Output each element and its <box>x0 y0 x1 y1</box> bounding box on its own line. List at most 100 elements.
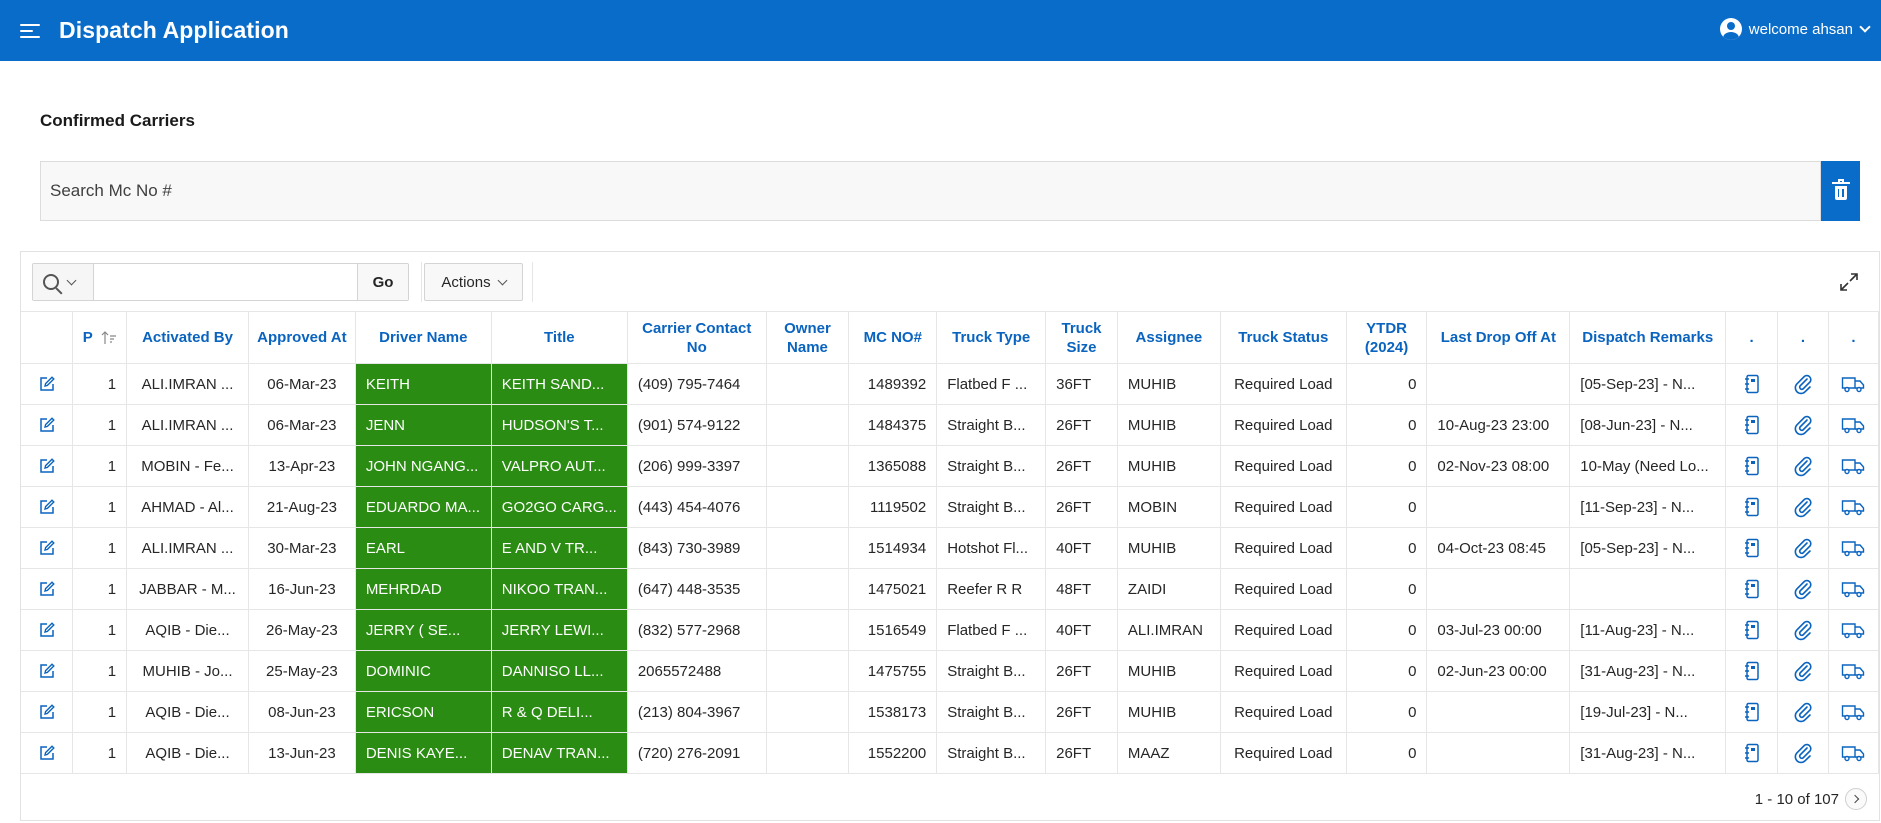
paperclip-icon[interactable] <box>1793 742 1813 764</box>
paperclip-icon[interactable] <box>1793 537 1813 559</box>
cell-dispatch-remarks: [05-Sep-23] - N... <box>1569 363 1727 405</box>
column-header-truck-size[interactable]: Truck Size <box>1045 311 1118 364</box>
edit-icon[interactable] <box>38 375 56 393</box>
cell-title[interactable]: NIKOO TRAN... <box>490 568 628 610</box>
truck-icon[interactable] <box>1841 580 1865 598</box>
notebook-icon[interactable] <box>1744 415 1760 435</box>
go-button[interactable]: Go <box>357 264 408 300</box>
cell-title[interactable]: VALPRO AUT... <box>490 445 628 487</box>
paperclip-icon[interactable] <box>1793 578 1813 600</box>
search-column-selector[interactable] <box>33 264 94 300</box>
cell-title[interactable]: HUDSON'S T... <box>490 404 628 446</box>
truck-icon[interactable] <box>1841 416 1865 434</box>
cell-title[interactable]: R & Q DELI... <box>490 691 628 733</box>
edit-icon[interactable] <box>38 416 56 434</box>
cell-truck-size: 26FT <box>1045 691 1118 733</box>
user-menu[interactable]: welcome ahsan <box>1719 18 1871 40</box>
edit-icon[interactable] <box>38 498 56 516</box>
cell-driver-name[interactable]: KEITH <box>354 363 492 405</box>
paperclip-icon[interactable] <box>1793 660 1813 682</box>
notebook-icon[interactable] <box>1744 538 1760 558</box>
expand-icon[interactable] <box>1837 270 1861 294</box>
next-page-button[interactable] <box>1845 788 1867 810</box>
paperclip-icon[interactable] <box>1793 414 1813 436</box>
column-header-ytdr[interactable]: YTDR (2024) <box>1345 311 1428 364</box>
truck-icon[interactable] <box>1841 457 1865 475</box>
cell-truck-size: 26FT <box>1045 404 1118 446</box>
paperclip-icon[interactable] <box>1793 619 1813 641</box>
notebook-icon[interactable] <box>1744 743 1760 763</box>
cell-title[interactable]: KEITH SAND... <box>490 363 628 405</box>
cell-ytdr: 0 <box>1345 445 1428 487</box>
column-header-assignee[interactable]: Assignee <box>1116 311 1221 364</box>
paperclip-icon[interactable] <box>1793 373 1813 395</box>
truck-icon[interactable] <box>1841 375 1865 393</box>
notebook-icon[interactable] <box>1744 620 1760 640</box>
notebook-icon[interactable] <box>1744 374 1760 394</box>
column-header-activated-by[interactable]: Activated By <box>126 311 249 364</box>
cell-driver-name[interactable]: ERICSON <box>354 691 492 733</box>
truck-icon[interactable] <box>1841 498 1865 516</box>
column-header-mc-no[interactable]: MC NO# <box>848 311 938 364</box>
cell-title[interactable]: DANNISO LL... <box>490 650 628 692</box>
truck-cell <box>1827 445 1880 487</box>
cell-driver-name[interactable]: MEHRDAD <box>354 568 492 610</box>
notebook-icon[interactable] <box>1744 661 1760 681</box>
cell-assignee: MUHIB <box>1116 650 1221 692</box>
truck-cell <box>1827 363 1880 405</box>
edit-icon[interactable] <box>38 580 56 598</box>
paperclip-icon[interactable] <box>1793 455 1813 477</box>
edit-icon[interactable] <box>38 703 56 721</box>
column-header-truck-status[interactable]: Truck Status <box>1219 311 1347 364</box>
column-header-title[interactable]: Title <box>490 311 628 364</box>
edit-icon[interactable] <box>38 662 56 680</box>
column-header-last-drop-off[interactable]: Last Drop Off At <box>1426 311 1571 364</box>
edit-icon[interactable] <box>38 621 56 639</box>
column-header-dot[interactable]: . <box>1777 311 1829 364</box>
truck-icon[interactable] <box>1841 703 1865 721</box>
actions-menu-button[interactable]: Actions <box>424 263 523 301</box>
truck-icon[interactable] <box>1841 539 1865 557</box>
cell-title[interactable]: E AND V TR... <box>490 527 628 569</box>
clear-search-button[interactable] <box>1821 161 1860 221</box>
notebook-icon[interactable] <box>1744 702 1760 722</box>
app-title[interactable]: Dispatch Application <box>59 17 289 43</box>
truck-icon[interactable] <box>1841 662 1865 680</box>
cell-ytdr: 0 <box>1345 486 1428 528</box>
notebook-icon[interactable] <box>1744 456 1760 476</box>
edit-icon[interactable] <box>38 457 56 475</box>
truck-icon[interactable] <box>1841 744 1865 762</box>
paperclip-icon[interactable] <box>1793 701 1813 723</box>
cell-driver-name[interactable]: EARL <box>354 527 492 569</box>
cell-driver-name[interactable]: EDUARDO MA... <box>354 486 492 528</box>
edit-icon[interactable] <box>38 744 56 762</box>
column-header-p[interactable]: P <box>72 311 128 364</box>
cell-last-drop-off: 04-Oct-23 08:45 <box>1426 527 1571 569</box>
cell-title[interactable]: DENAV TRAN... <box>490 732 628 774</box>
cell-title[interactable]: GO2GO CARG... <box>490 486 628 528</box>
column-header-driver-name[interactable]: Driver Name <box>354 311 492 364</box>
notebook-icon[interactable] <box>1744 579 1760 599</box>
notebook-icon[interactable] <box>1744 497 1760 517</box>
cell-driver-name[interactable]: JERRY ( SE... <box>354 609 492 651</box>
notebook-cell <box>1725 404 1779 446</box>
cell-driver-name[interactable]: DOMINIC <box>354 650 492 692</box>
report-search-input[interactable] <box>94 264 357 300</box>
column-header-approved-at[interactable]: Approved At <box>247 311 356 364</box>
column-header-carrier-contact[interactable]: Carrier Contact No <box>626 311 767 364</box>
search-mc-input[interactable] <box>40 161 1821 221</box>
edit-icon[interactable] <box>38 539 56 557</box>
cell-title[interactable]: JERRY LEWI... <box>490 609 628 651</box>
truck-icon[interactable] <box>1841 621 1865 639</box>
paperclip-icon[interactable] <box>1793 496 1813 518</box>
column-header-owner-name[interactable]: Owner Name <box>765 311 850 364</box>
sort-icon[interactable] <box>101 330 117 346</box>
cell-driver-name[interactable]: JENN <box>354 404 492 446</box>
menu-icon[interactable] <box>20 23 42 39</box>
cell-driver-name[interactable]: DENIS KAYE... <box>354 732 492 774</box>
column-header-dispatch-remarks[interactable]: Dispatch Remarks <box>1569 311 1727 364</box>
cell-driver-name[interactable]: JOHN NGANG... <box>354 445 492 487</box>
column-header-dot[interactable]: . <box>1827 311 1880 364</box>
column-header-truck-type[interactable]: Truck Type <box>936 311 1047 364</box>
column-header-dot[interactable]: . <box>1725 311 1779 364</box>
